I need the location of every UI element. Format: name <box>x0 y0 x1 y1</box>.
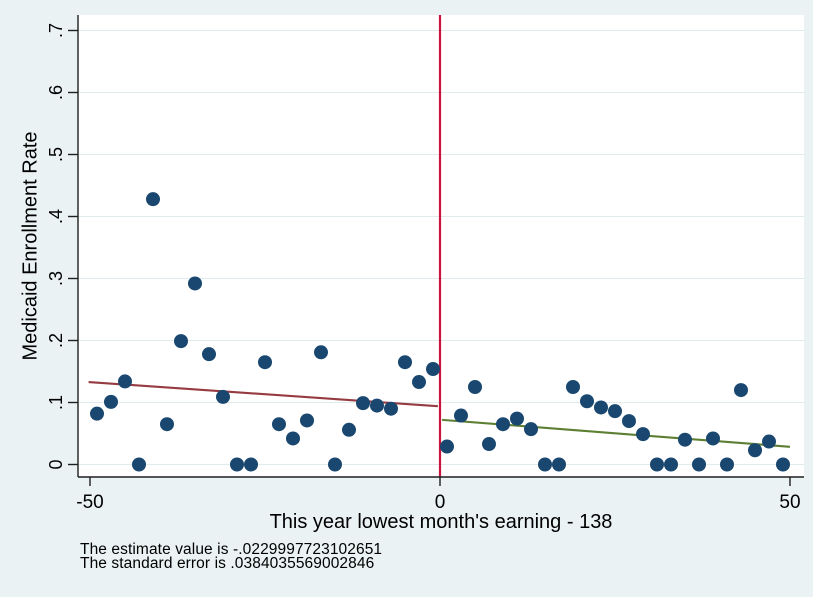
scatter-point <box>412 375 426 390</box>
scatter-point <box>664 457 678 472</box>
scatter-point <box>510 411 524 426</box>
scatter-point <box>370 398 384 413</box>
scatter-point <box>188 276 202 291</box>
scatter-point <box>272 417 286 432</box>
annotation-notes: The estimate value is -.0229997723102651… <box>80 541 383 572</box>
scatter-point <box>174 334 188 349</box>
scatter-point <box>734 383 748 398</box>
y-tick-label: .3 <box>46 271 66 286</box>
y-tick-label: .4 <box>46 209 66 224</box>
y-tick-label: .7 <box>46 23 66 38</box>
estimate-note: The estimate value is -.0229997723102651 <box>80 541 383 558</box>
scatter-point <box>398 355 412 370</box>
scatter-point <box>762 434 776 449</box>
scatter-point <box>356 396 370 411</box>
scatter-point <box>496 417 510 432</box>
scatter-point <box>468 380 482 394</box>
y-tick-label: .6 <box>46 85 66 100</box>
x-tick-label: -50 <box>76 492 103 513</box>
scatter-point <box>608 404 622 419</box>
scatter-point <box>776 457 790 472</box>
scatter-point <box>650 457 664 472</box>
scatter-point <box>706 431 720 446</box>
x-tick-label: 0 <box>435 492 446 513</box>
x-axis-title: This year lowest month's earning - 138 <box>269 511 613 533</box>
scatter-point <box>118 374 132 389</box>
scatter-point <box>328 457 342 472</box>
scatter-point <box>160 417 174 432</box>
scatter-point <box>594 400 608 415</box>
scatter-point <box>104 394 118 409</box>
scatter-point <box>132 457 146 472</box>
scatter-point <box>622 414 636 429</box>
scatter-point <box>230 457 244 472</box>
y-tick-label: 0 <box>46 459 66 469</box>
y-tick-label: .2 <box>46 333 66 348</box>
y-tick-label: .1 <box>46 395 66 410</box>
scatter-point <box>636 427 650 442</box>
scatter-point <box>482 437 496 452</box>
scatter-point <box>538 457 552 472</box>
scatter-point <box>216 389 230 404</box>
x-tick-label: 50 <box>779 492 800 513</box>
scatter-point <box>300 413 314 428</box>
scatter-point <box>720 457 734 472</box>
y-tick-label: .5 <box>46 147 66 162</box>
scatter-point <box>244 457 258 472</box>
scatter-point <box>384 401 398 416</box>
scatter-point <box>692 457 706 472</box>
scatter-point <box>146 192 160 207</box>
scatter-point <box>258 355 272 370</box>
scatter-point <box>202 347 216 362</box>
scatter-point <box>286 431 300 446</box>
stderr-note: The standard error is .0384035569002846 <box>80 555 375 572</box>
scatter-point <box>566 380 580 394</box>
scatter-point <box>426 362 440 377</box>
scatter-point <box>748 443 762 458</box>
scatter-point <box>342 422 356 437</box>
scatter-point <box>678 432 692 447</box>
scatter-point <box>314 345 328 360</box>
scatter-point <box>440 439 454 454</box>
y-axis-title: Medicaid Enrollment Rate <box>19 131 42 361</box>
scatter-point <box>524 422 538 437</box>
scatter-point <box>552 457 566 472</box>
scatter-point <box>90 406 104 421</box>
scatter-point <box>454 408 468 423</box>
scatter-point <box>580 394 594 409</box>
